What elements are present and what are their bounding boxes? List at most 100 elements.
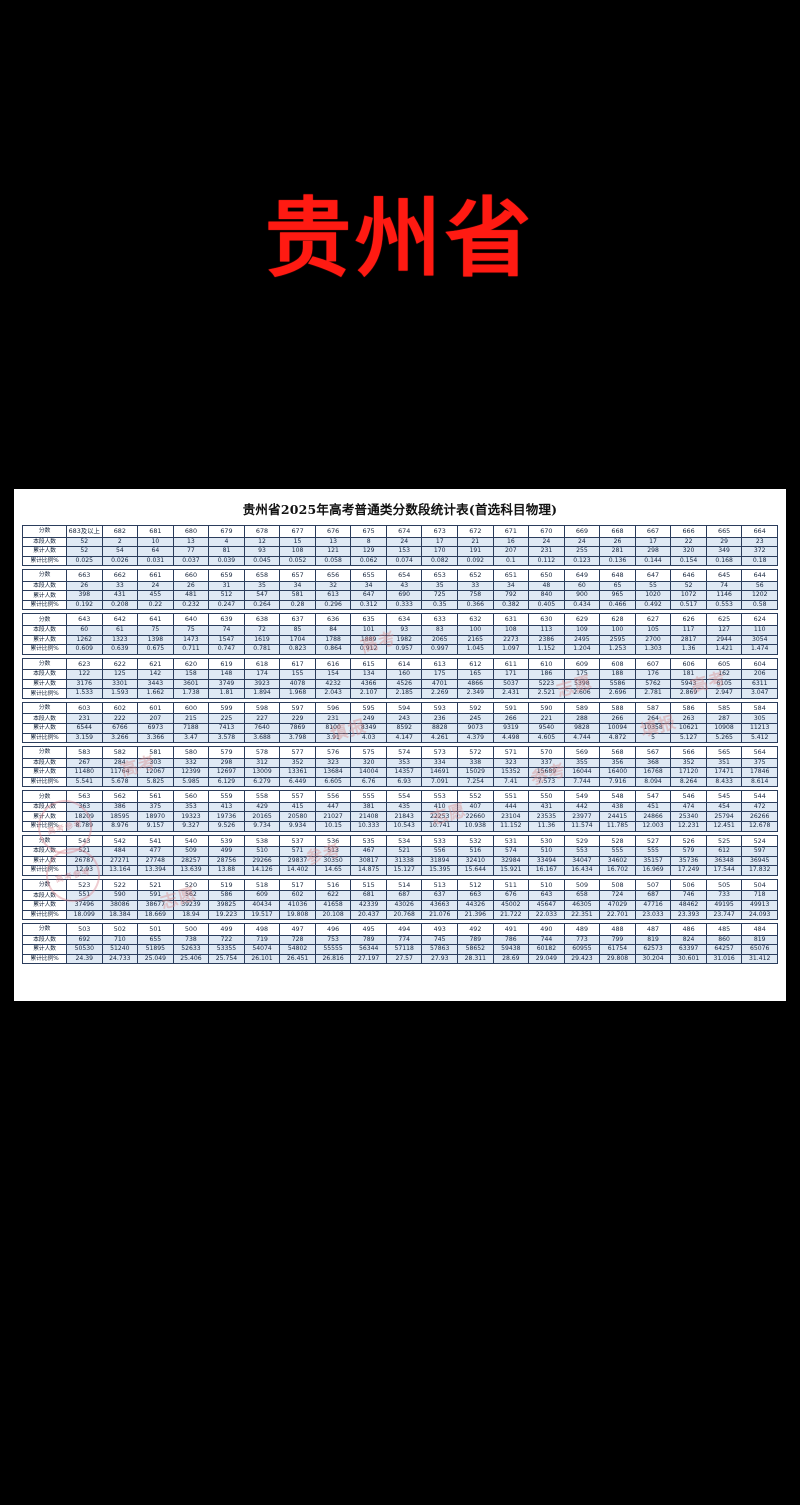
cumulative-count-cell: 2065 xyxy=(421,634,459,646)
cumulative-count-cell: 11480 xyxy=(66,767,103,778)
segment-count-cell: 574 xyxy=(492,846,530,857)
score-cell: 649 xyxy=(563,569,601,582)
cumulative-pct-cell: 1.533 xyxy=(66,688,103,699)
table-row-cumulative-count: 累计人数 26787 27271 27748 28257 28756 29266 29837 3… xyxy=(22,855,778,867)
table-row-cumulative-count: 累计人数 1262 1323 1398 1473 1547 1619 1704 1788 1889… xyxy=(22,634,778,646)
cumulative-pct-cell: 3.47 xyxy=(172,732,210,744)
cumulative-count-cell: 10094 xyxy=(599,723,636,734)
segment-count-cell: 101 xyxy=(350,624,387,636)
cumulative-pct-cell: 20.768 xyxy=(385,909,423,921)
segment-count-cell: 2 xyxy=(101,536,139,548)
score-cell: 584 xyxy=(741,701,778,715)
segment-count-cell: 637 xyxy=(421,890,459,901)
cumulative-count-cell: 7188 xyxy=(172,723,210,734)
table-row-segment-count: 本段人数 521 484 477 509 499 510 571 513 467 521 556 516… xyxy=(22,846,778,857)
row-label-score: 分数 xyxy=(22,834,67,848)
row-label-score: 分数 xyxy=(22,923,67,936)
cumulative-count-cell: 47029 xyxy=(599,899,636,911)
cumulative-count-cell: 57118 xyxy=(385,944,423,955)
cumulative-pct-cell: 17.249 xyxy=(670,865,707,876)
cumulative-count-cell: 23977 xyxy=(563,811,601,823)
cumulative-pct-cell: 3.266 xyxy=(101,732,139,744)
table-row-segment-count: 本段人数 122 125 142 158 148 174 155 154 134 160 175 165… xyxy=(22,669,778,680)
cumulative-count-cell: 231 xyxy=(528,546,565,557)
score-cell: 618 xyxy=(243,657,281,671)
segment-count-cell: 154 xyxy=(314,669,352,680)
segment-count-cell: 24 xyxy=(385,536,423,548)
cumulative-pct-cell: 5.265 xyxy=(705,732,743,744)
cumulative-pct-cell: 18.94 xyxy=(172,909,210,921)
score-cell: 595 xyxy=(350,701,387,715)
cumulative-count-cell: 8828 xyxy=(421,723,459,734)
score-cell: 645 xyxy=(705,569,743,582)
segment-count-cell: 26 xyxy=(172,580,210,592)
table-row-segment-count: 本段人数 60 61 75 75 74 72 85 84 101 93 83 100 108 113 109 1… xyxy=(22,624,778,636)
cumulative-count-cell: 25794 xyxy=(705,811,743,823)
segment-count-cell: 222 xyxy=(101,713,139,724)
score-cell: 676 xyxy=(314,525,352,538)
segment-count-cell: 521 xyxy=(66,846,103,857)
cumulative-pct-cell: 0.912 xyxy=(350,644,387,655)
cumulative-count-cell: 63397 xyxy=(670,944,707,955)
score-cell: 581 xyxy=(137,746,174,759)
segment-count-cell: 612 xyxy=(705,846,743,857)
score-cell: 591 xyxy=(492,701,530,715)
table-row-cumulative-pct: 累计比例% 1.533 1.593 1.662 1.738 1.81 1.894 1.968 2… xyxy=(22,688,778,699)
segment-count-cell: 332 xyxy=(172,757,210,769)
segment-count-cell: 375 xyxy=(741,757,778,769)
segment-count-cell: 323 xyxy=(314,757,352,769)
cumulative-count-cell: 1072 xyxy=(670,590,707,601)
cumulative-pct-cell: 0.997 xyxy=(421,644,459,655)
score-cell: 667 xyxy=(634,525,672,538)
score-cell: 617 xyxy=(279,657,316,671)
score-cell: 629 xyxy=(563,613,601,626)
cumulative-count-cell: 5037 xyxy=(492,678,530,690)
score-cell: 495 xyxy=(350,923,387,936)
cumulative-count-cell: 725 xyxy=(421,590,459,601)
score-cell: 675 xyxy=(350,525,387,538)
table-row-cumulative-pct: 累计比例% 0.025 0.026 0.031 0.037 0.039 0.045 0.052… xyxy=(22,555,778,567)
score-cell: 502 xyxy=(101,923,139,936)
score-cell: 643 xyxy=(66,613,103,626)
cumulative-pct-cell: 9.526 xyxy=(208,821,245,832)
cumulative-pct-cell: 27.93 xyxy=(421,953,459,965)
score-cell: 499 xyxy=(208,923,245,936)
cumulative-count-cell: 547 xyxy=(243,590,281,601)
cumulative-pct-cell: 0.264 xyxy=(243,599,281,611)
cumulative-pct-cell: 6.449 xyxy=(279,776,316,788)
table-title: 贵州省2025年高考普通类分数段统计表(首选科目物理) xyxy=(242,502,558,517)
table-row-cumulative-count: 累计人数 6544 6766 6973 7188 7413 7640 7869 8100 8349… xyxy=(22,723,778,734)
cumulative-pct-cell: 0.366 xyxy=(457,599,494,611)
cumulative-pct-cell: 24.733 xyxy=(101,953,139,965)
table-row-score: 分数 683及以上 682 681 680 679 678 677 676 675 674 673 67… xyxy=(22,525,778,538)
score-cell: 549 xyxy=(563,790,601,803)
score-cell: 540 xyxy=(172,834,210,848)
score-cell: 542 xyxy=(101,834,139,848)
cumulative-pct-cell: 5.825 xyxy=(137,776,174,788)
cumulative-count-cell: 35736 xyxy=(670,855,707,867)
cumulative-pct-cell: 26.816 xyxy=(314,953,352,965)
cumulative-pct-cell: 13.164 xyxy=(101,865,139,876)
cumulative-pct-cell: 0.168 xyxy=(705,555,743,567)
score-cell: 533 xyxy=(421,834,459,848)
score-cell: 672 xyxy=(457,525,494,538)
cumulative-pct-cell: 0.312 xyxy=(350,599,387,611)
cumulative-count-cell: 16044 xyxy=(563,767,601,778)
score-cell: 599 xyxy=(208,701,245,715)
score-cell: 658 xyxy=(243,569,281,582)
score-cell: 503 xyxy=(66,923,103,936)
cumulative-count-cell: 52 xyxy=(66,546,103,557)
score-cell: 522 xyxy=(101,878,139,892)
segment-count-cell: 352 xyxy=(279,757,316,769)
cumulative-count-cell: 15029 xyxy=(457,767,494,778)
cumulative-pct-cell: 0.28 xyxy=(279,599,316,611)
block-separator xyxy=(22,742,778,747)
score-cell: 573 xyxy=(421,746,459,759)
score-cell: 576 xyxy=(314,746,352,759)
cumulative-pct-cell: 2.781 xyxy=(634,688,672,699)
score-cell: 588 xyxy=(599,701,636,715)
cumulative-pct-cell: 31.412 xyxy=(741,953,778,965)
cumulative-count-cell: 43663 xyxy=(421,899,459,911)
cumulative-pct-cell: 21.722 xyxy=(492,909,530,921)
cumulative-count-cell: 21408 xyxy=(350,811,387,823)
